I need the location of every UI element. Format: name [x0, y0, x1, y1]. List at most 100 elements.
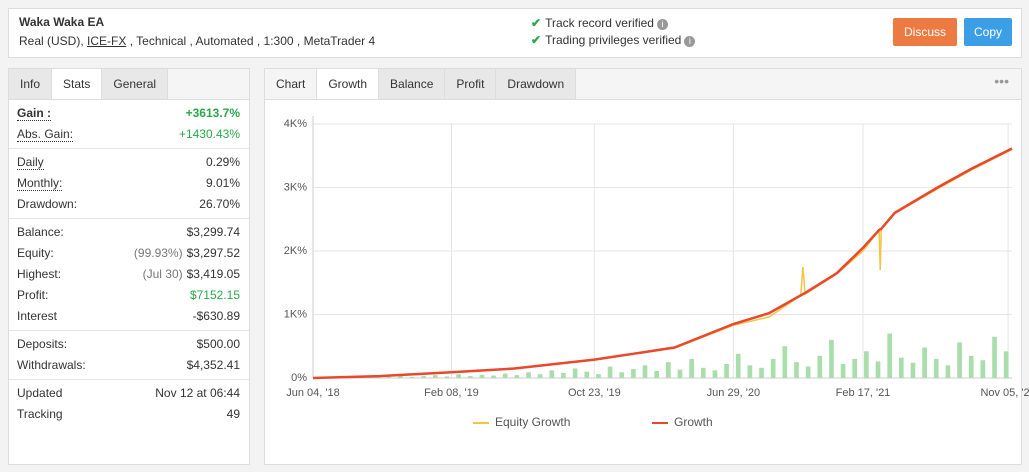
activity-bar: [968, 355, 974, 378]
stat-label-text: Profit:: [17, 288, 49, 302]
x-tick-label: Nov 05, '21: [980, 387, 1029, 399]
stats-list: Gain : +3613.7% Abs. Gain: +1430.43% Daily 0.…: [9, 100, 249, 428]
activity-bar: [887, 333, 893, 378]
activity-bar: [805, 366, 811, 378]
stat-label-text: Monthly:: [17, 176, 63, 191]
activity-bar: [677, 369, 683, 378]
activity-bar: [840, 364, 846, 378]
activity-bar: [933, 358, 939, 378]
x-tick-label: Jun 04, '18: [286, 387, 339, 399]
stat-row: Daily 0.29%: [9, 152, 249, 173]
activity-bar: [712, 370, 718, 378]
stat-label-text: Deposits:: [17, 337, 68, 351]
stat-label: Deposits:: [17, 334, 197, 355]
stat-label-text: Highest:: [17, 267, 62, 281]
activity-bar: [794, 362, 799, 378]
activity-bar: [619, 372, 625, 378]
chart-tabs: Chart Growth Balance Profit Drawdown: [265, 69, 1021, 100]
stat-row: Highest: (Jul 30) $3,419.05: [9, 264, 249, 285]
stats-group: Deposits: $500.00 Withdrawals: $4,352.41: [9, 331, 249, 380]
stat-value: -$630.89: [192, 309, 240, 323]
menu-icon[interactable]: •••: [994, 73, 1009, 89]
copy-button[interactable]: Copy: [964, 18, 1012, 46]
subtitle-text: Real (USD),: [19, 34, 88, 48]
stat-row: Equity: (99.93%) $3,297.52: [9, 243, 249, 264]
legend-label: Equity Growth: [495, 415, 570, 429]
stat-row: Gain : +3613.7%: [9, 103, 249, 124]
y-tick-label: 2K%: [284, 245, 307, 257]
broker-link[interactable]: ICE-FX: [87, 34, 127, 48]
activity-bar: [561, 372, 566, 378]
activity-bar: [759, 367, 764, 378]
activity-bar: [386, 376, 392, 378]
info-icon[interactable]: i: [684, 36, 696, 47]
subtitle: Real (USD), ICE-FX , Technical , Automat…: [19, 34, 375, 48]
activity-bar: [584, 371, 590, 378]
stat-label: Updated: [17, 383, 155, 404]
stats-panel: Info Stats General Gain : +3613.7% Abs. Gain…: [8, 68, 250, 465]
stat-label-text: Balance:: [17, 225, 64, 239]
stat-value: +3613.7%: [185, 106, 240, 120]
tab[interactable]: Drawdown: [496, 69, 577, 99]
y-tick-label: 4K%: [284, 118, 307, 130]
stat-row: Monthly: 9.01%: [9, 173, 249, 194]
stat-value: 26.70%: [199, 197, 240, 211]
discuss-button[interactable]: Discuss: [893, 18, 957, 46]
stat-label: Monthly:: [17, 173, 206, 194]
stat-label-text: Equity:: [17, 246, 54, 260]
tab[interactable]: Stats: [52, 69, 103, 99]
legend-label: Growth: [674, 415, 713, 429]
activity-bar: [421, 376, 427, 378]
y-tick-label: 0%: [291, 372, 307, 384]
stat-label: Balance:: [17, 222, 187, 243]
stat-row: Interest -$630.89: [9, 306, 249, 327]
series-line: [312, 147, 1013, 380]
info-icon[interactable]: i: [656, 19, 668, 30]
stat-label: Interest: [17, 306, 193, 327]
activity-bar: [724, 364, 729, 378]
verification: ✔ Track record verified i: [531, 15, 695, 32]
activity-bar: [770, 358, 776, 378]
activity-bar: [980, 360, 986, 378]
subtitle-text: , Technical , Automated , 1:300 , MetaTr…: [126, 34, 376, 48]
tab[interactable]: Profit: [445, 69, 497, 99]
title: Waka Waka EA: [19, 15, 105, 29]
stat-label-text: Tracking: [17, 407, 63, 421]
stat-label: Daily: [17, 152, 206, 173]
stat-label-text: Drawdown:: [17, 197, 78, 211]
stat-label: Highest:: [17, 264, 143, 285]
tab[interactable]: Growth: [317, 69, 380, 99]
verification-text: Track record verified: [545, 16, 654, 30]
activity-bar: [864, 351, 869, 378]
x-tick-label: Feb 17, '21: [836, 387, 891, 399]
activity-bar: [432, 375, 438, 378]
verification: ✔ Trading privileges verified i: [531, 32, 696, 49]
activity-bar: [689, 358, 694, 378]
stat-value: 9.01%: [205, 176, 240, 190]
stat-row: Abs. Gain: +1430.43%: [9, 124, 249, 145]
stat-row: Tracking 49: [9, 404, 249, 425]
activity-bar: [922, 347, 927, 378]
y-tick-label: 1K%: [284, 308, 307, 320]
activity-bar: [654, 371, 660, 378]
activity-bar: [502, 373, 508, 378]
stat-label: Drawdown:: [17, 194, 199, 215]
stat-value: 49: [226, 407, 240, 421]
activity-bar: [596, 374, 601, 378]
activity-bar: [549, 370, 555, 378]
activity-bar: [409, 377, 415, 378]
tab[interactable]: Info: [9, 69, 53, 99]
activity-bar: [829, 339, 834, 378]
tab[interactable]: Balance: [379, 69, 446, 99]
activity-bar: [456, 374, 461, 378]
activity-bar: [479, 374, 485, 378]
stat-value: $500.00: [196, 337, 240, 351]
header: Waka Waka EA Real (USD), ICE-FX , Techni…: [8, 8, 1022, 58]
activity-bar: [735, 353, 741, 378]
stats-group: Updated Nov 12 at 06:44 Tracking 49: [9, 380, 249, 428]
activity-bar: [398, 375, 403, 378]
chart-panel: Chart Growth Balance Profit Drawdown •••: [264, 68, 1022, 465]
tab[interactable]: General: [102, 69, 169, 99]
